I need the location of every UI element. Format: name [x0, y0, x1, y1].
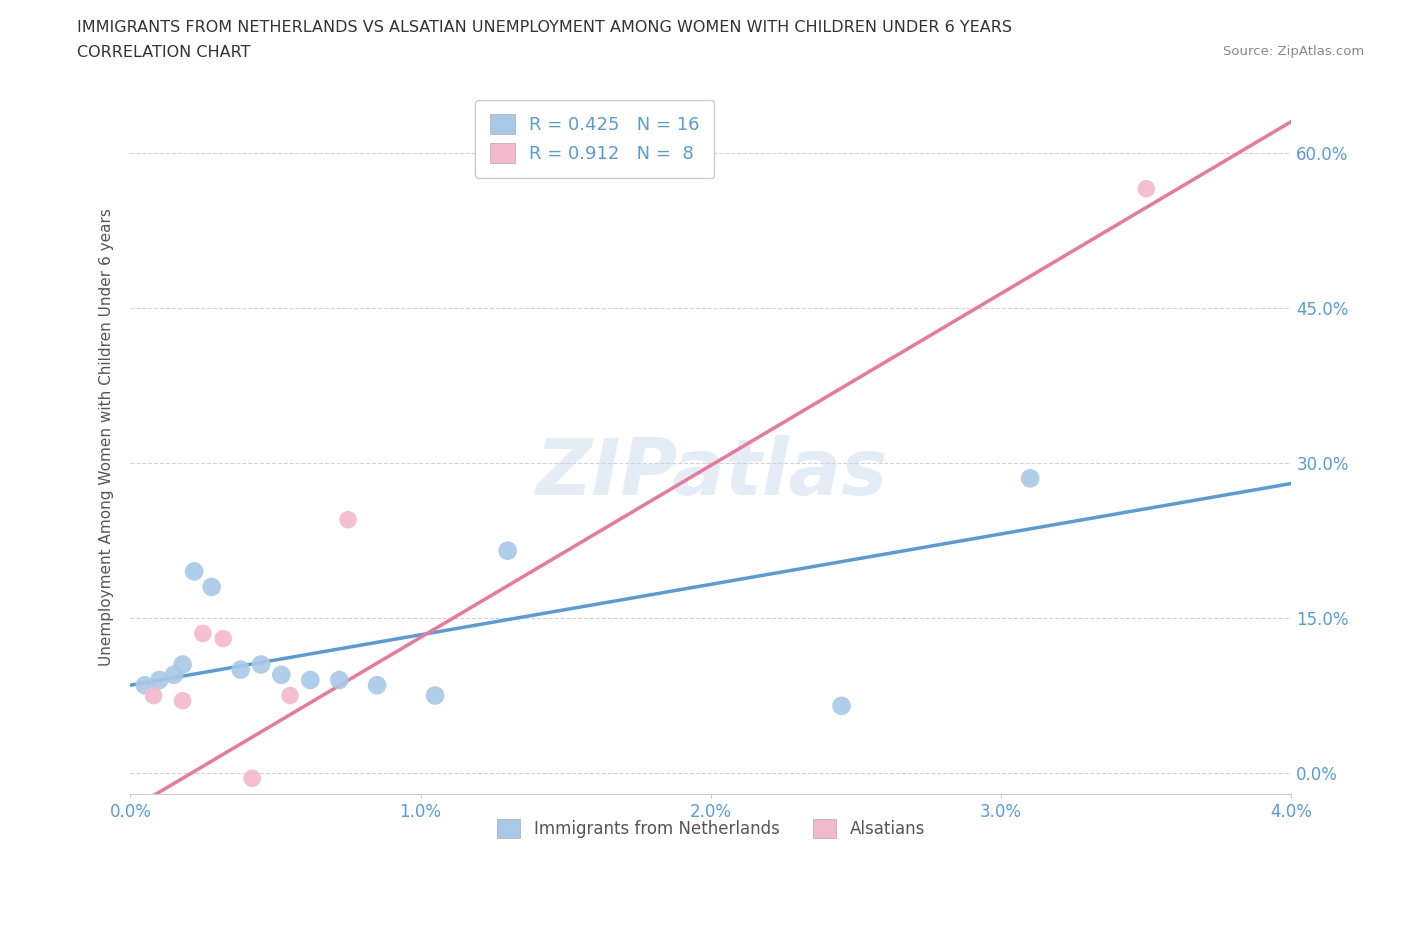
Point — [831, 698, 853, 713]
Point — [229, 662, 252, 677]
Point — [337, 512, 360, 527]
Text: IMMIGRANTS FROM NETHERLANDS VS ALSATIAN UNEMPLOYMENT AMONG WOMEN WITH CHILDREN U: IMMIGRANTS FROM NETHERLANDS VS ALSATIAN … — [77, 20, 1012, 35]
Point — [172, 658, 194, 672]
Point — [299, 672, 322, 687]
Point — [423, 688, 446, 703]
Point — [142, 688, 165, 703]
Point — [240, 771, 263, 786]
Point — [496, 543, 519, 558]
Point — [328, 672, 350, 687]
Point — [278, 688, 301, 703]
Point — [1019, 471, 1042, 485]
Point — [148, 672, 170, 687]
Point — [191, 626, 214, 641]
Point — [201, 579, 224, 594]
Point — [366, 678, 388, 693]
Point — [1135, 181, 1157, 196]
Point — [250, 658, 273, 672]
Point — [183, 564, 205, 578]
Point — [212, 631, 235, 646]
Point — [163, 668, 186, 683]
Point — [134, 678, 156, 693]
Legend: Immigrants from Netherlands, Alsatians: Immigrants from Netherlands, Alsatians — [485, 807, 936, 850]
Text: Source: ZipAtlas.com: Source: ZipAtlas.com — [1223, 45, 1364, 58]
Y-axis label: Unemployment Among Women with Children Under 6 years: Unemployment Among Women with Children U… — [100, 208, 114, 666]
Text: ZIPatlas: ZIPatlas — [534, 434, 887, 511]
Point — [270, 668, 292, 683]
Text: CORRELATION CHART: CORRELATION CHART — [77, 45, 250, 60]
Point — [172, 693, 194, 708]
